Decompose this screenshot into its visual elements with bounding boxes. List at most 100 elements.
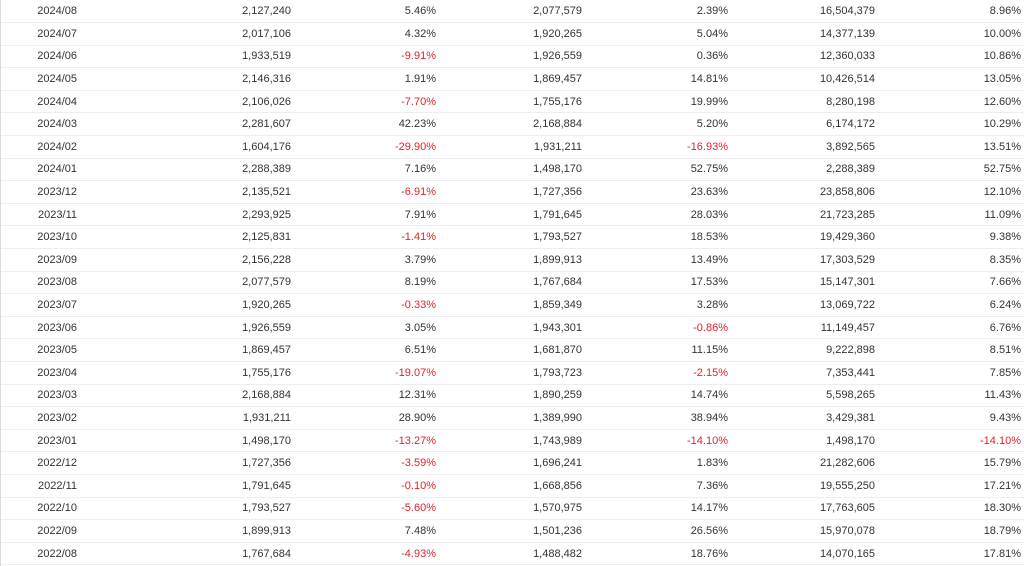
prev-year-revenue-cell: 1,926,559	[436, 45, 582, 69]
month-cell: 2024/04	[1, 90, 81, 114]
prev-year-revenue-cell: 1,389,990	[436, 406, 582, 430]
cumulative-revenue-cell: 23,858,806	[728, 180, 875, 204]
cumulative-yoy-cell: 17.21%	[875, 474, 1024, 498]
cumulative-yoy-cell: 10.29%	[875, 112, 1024, 137]
mom-change-cell: 1.91%	[291, 67, 436, 91]
table-row: 2023/07 1,920,265 -0.33% 1,859,349 3.28% 13,0…	[1, 293, 1024, 317]
yoy-change-cell: 18.53%	[582, 225, 728, 250]
cumulative-yoy-cell: 8.51%	[875, 338, 1024, 362]
yoy-change-cell: 18.76%	[582, 542, 728, 566]
cumulative-yoy-cell: 13.05%	[875, 67, 1024, 91]
month-cell: 2023/07	[1, 293, 81, 317]
revenue-cell: 1,604,176	[81, 135, 291, 159]
revenue-cell: 2,156,228	[81, 248, 291, 272]
table-row: 2023/02 1,931,211 28.90% 1,389,990 38.94% 3,4…	[1, 406, 1024, 430]
prev-year-revenue-cell: 1,727,356	[436, 180, 582, 204]
cumulative-yoy-cell: 7.85%	[875, 361, 1024, 385]
prev-year-revenue-cell: 1,767,684	[436, 271, 582, 295]
mom-change-cell: 7.48%	[291, 519, 436, 543]
yoy-change-cell: 0.36%	[582, 45, 728, 69]
table-row: 2022/09 1,899,913 7.48% 1,501,236 26.56% 15,9…	[1, 519, 1024, 543]
prev-year-revenue-cell: 1,859,349	[436, 293, 582, 317]
prev-year-revenue-cell: 1,791,645	[436, 203, 582, 227]
mom-change-cell: 7.91%	[291, 203, 436, 227]
month-cell: 2023/08	[1, 271, 81, 295]
month-cell: 2023/01	[1, 429, 81, 453]
mom-change-cell: -3.59%	[291, 451, 436, 475]
cumulative-revenue-cell: 13,069,722	[728, 293, 875, 317]
month-cell: 2022/10	[1, 497, 81, 521]
cumulative-yoy-cell: 10.00%	[875, 22, 1024, 46]
table-row: 2024/04 2,106,026 -7.70% 1,755,176 19.99% 8,2…	[1, 90, 1024, 114]
revenue-cell: 2,293,925	[81, 203, 291, 227]
table-row: 2023/05 1,869,457 6.51% 1,681,870 11.15% 9,22…	[1, 338, 1024, 362]
table-row: 2024/03 2,281,607 42.23% 2,168,884 5.20% 6,17…	[1, 112, 1024, 137]
cumulative-revenue-cell: 15,147,301	[728, 271, 875, 295]
cumulative-revenue-cell: 14,377,139	[728, 22, 875, 46]
mom-change-cell: -7.70%	[291, 90, 436, 114]
cumulative-yoy-cell: 11.43%	[875, 384, 1024, 408]
cumulative-yoy-cell: 17.81%	[875, 542, 1024, 566]
yoy-change-cell: -2.15%	[582, 361, 728, 385]
prev-year-revenue-cell: 1,793,527	[436, 225, 582, 250]
cumulative-yoy-cell: 9.38%	[875, 225, 1024, 250]
month-cell: 2022/12	[1, 451, 81, 475]
month-cell: 2022/08	[1, 542, 81, 566]
mom-change-cell: -5.60%	[291, 497, 436, 521]
prev-year-revenue-cell: 1,920,265	[436, 22, 582, 46]
cumulative-revenue-cell: 21,282,606	[728, 451, 875, 475]
table-row: 2023/10 2,125,831 -1.41% 1,793,527 18.53% 19,…	[1, 225, 1024, 250]
cumulative-revenue-cell: 19,429,360	[728, 225, 875, 250]
prev-year-revenue-cell: 1,681,870	[436, 338, 582, 362]
cumulative-yoy-cell: 15.79%	[875, 451, 1024, 475]
revenue-cell: 1,727,356	[81, 451, 291, 475]
mom-change-cell: 6.51%	[291, 338, 436, 362]
yoy-change-cell: 19.99%	[582, 90, 728, 114]
cumulative-yoy-cell: 8.96%	[875, 0, 1024, 24]
mom-change-cell: 3.79%	[291, 248, 436, 272]
cumulative-revenue-cell: 8,280,198	[728, 90, 875, 114]
yoy-change-cell: -14.10%	[582, 429, 728, 453]
yoy-change-cell: 2.39%	[582, 0, 728, 24]
month-cell: 2023/03	[1, 384, 81, 408]
prev-year-revenue-cell: 2,077,579	[436, 0, 582, 24]
yoy-change-cell: 14.74%	[582, 384, 728, 408]
cumulative-yoy-cell: 18.79%	[875, 519, 1024, 543]
yoy-change-cell: 11.15%	[582, 338, 728, 362]
cumulative-yoy-cell: 11.09%	[875, 203, 1024, 227]
cumulative-yoy-cell: 13.51%	[875, 135, 1024, 159]
revenue-cell: 2,281,607	[81, 112, 291, 137]
revenue-cell: 2,017,106	[81, 22, 291, 46]
cumulative-yoy-cell: 18.30%	[875, 497, 1024, 521]
month-cell: 2023/02	[1, 406, 81, 430]
table-row: 2022/10 1,793,527 -5.60% 1,570,975 14.17% 17,…	[1, 497, 1024, 521]
prev-year-revenue-cell: 1,498,170	[436, 158, 582, 182]
prev-year-revenue-cell: 1,943,301	[436, 316, 582, 340]
mom-change-cell: -19.07%	[291, 361, 436, 385]
month-cell: 2024/06	[1, 45, 81, 69]
cumulative-revenue-cell: 17,763,605	[728, 497, 875, 521]
prev-year-revenue-cell: 1,931,211	[436, 135, 582, 159]
month-cell: 2023/12	[1, 180, 81, 204]
mom-change-cell: -13.27%	[291, 429, 436, 453]
table-row: 2023/03 2,168,884 12.31% 1,890,259 14.74% 5,5…	[1, 384, 1024, 408]
cumulative-yoy-cell: 6.24%	[875, 293, 1024, 317]
yoy-change-cell: 38.94%	[582, 406, 728, 430]
cumulative-revenue-cell: 1,498,170	[728, 429, 875, 453]
month-cell: 2023/06	[1, 316, 81, 340]
cumulative-revenue-cell: 15,970,078	[728, 519, 875, 543]
table-row: 2023/09 2,156,228 3.79% 1,899,913 13.49% 17,3…	[1, 248, 1024, 272]
revenue-cell: 1,933,519	[81, 45, 291, 69]
prev-year-revenue-cell: 1,869,457	[436, 67, 582, 91]
cumulative-yoy-cell: 12.10%	[875, 180, 1024, 204]
prev-year-revenue-cell: 1,668,856	[436, 474, 582, 498]
prev-year-revenue-cell: 1,793,723	[436, 361, 582, 385]
mom-change-cell: 4.32%	[291, 22, 436, 46]
yoy-change-cell: 5.04%	[582, 22, 728, 46]
cumulative-revenue-cell: 2,288,389	[728, 158, 875, 182]
table-row: 2023/12 2,135,521 -6.91% 1,727,356 23.63% 23,…	[1, 180, 1024, 204]
yoy-change-cell: -16.93%	[582, 135, 728, 159]
month-cell: 2023/05	[1, 338, 81, 362]
table-row: 2024/06 1,933,519 -9.91% 1,926,559 0.36% 12,3…	[1, 45, 1024, 69]
cumulative-yoy-cell: 7.66%	[875, 271, 1024, 295]
